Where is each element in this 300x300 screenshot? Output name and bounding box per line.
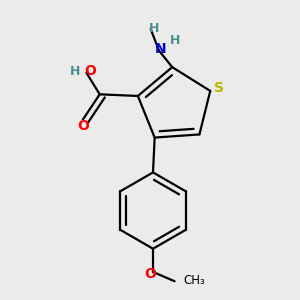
Text: N: N <box>155 42 167 56</box>
Text: O: O <box>77 119 89 133</box>
Text: H: H <box>170 34 181 47</box>
Text: H: H <box>149 22 159 35</box>
Text: H: H <box>70 64 80 78</box>
Text: O: O <box>144 267 156 280</box>
Text: O: O <box>84 64 96 78</box>
Text: CH₃: CH₃ <box>184 274 206 287</box>
Text: S: S <box>214 81 224 95</box>
